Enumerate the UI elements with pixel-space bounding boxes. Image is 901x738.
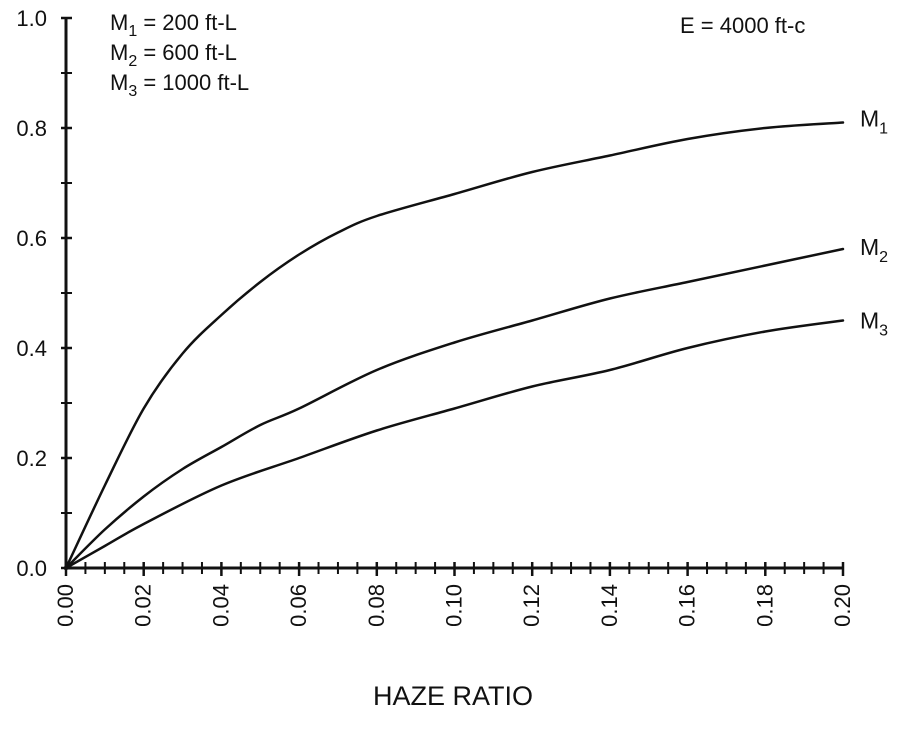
plot-curves: M1 M2 M3 [64, 106, 888, 570]
x-tick-label: 0.18 [752, 584, 777, 627]
legend-entry-2: M2 = 600 ft-L [110, 40, 237, 70]
y-tick-label: 0.0 [16, 556, 47, 581]
legend-entry-3: M3 = 1000 ft-L [110, 70, 249, 100]
legend-entry-1: M1 = 200 ft-L [110, 10, 237, 40]
series-m3-line [64, 319, 845, 570]
y-tick-label: 0.2 [16, 446, 47, 471]
y-tick-label: 1.0 [16, 6, 47, 31]
y-tick-label: 0.8 [16, 116, 47, 141]
x-tick-label: 0.02 [131, 584, 156, 627]
chart-legend: M1 = 200 ft-LM2 = 600 ft-LM3 = 1000 ft-L [110, 10, 249, 100]
x-tick-label: 0.12 [519, 584, 544, 627]
chart-axes: 0.0 0.2 0.4 0.6 0.8 1.0 0.00 0.02 0.04 0.06 0.08 0.… [16, 6, 855, 627]
x-tick-label: 0.10 [442, 584, 467, 627]
series-m1-label: M1 [860, 106, 888, 138]
x-tick-label: 0.06 [286, 584, 311, 627]
series-m3-label: M3 [860, 308, 888, 340]
y-tick-label: 0.6 [16, 226, 47, 251]
x-axis-title: HAZE RATIO [373, 681, 533, 711]
x-tick-label: 0.16 [675, 584, 700, 627]
y-tick-label: 0.4 [16, 336, 47, 361]
series-m2-label: M2 [860, 234, 888, 266]
illuminance-annotation: E = 4000 ft-c [680, 13, 805, 38]
series-m1-line [64, 121, 845, 570]
x-tick-label: 0.04 [208, 584, 233, 627]
x-tick-label: 0.00 [53, 584, 78, 627]
x-tick-label: 0.14 [597, 584, 622, 627]
x-tick-label: 0.08 [364, 584, 389, 627]
series-m2-line [64, 247, 845, 570]
x-tick-label: 0.20 [830, 584, 855, 627]
